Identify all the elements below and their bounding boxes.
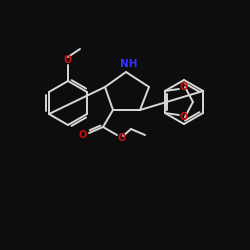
Text: O: O (79, 130, 87, 140)
Text: O: O (180, 82, 188, 92)
Text: NH: NH (120, 59, 138, 69)
Text: O: O (118, 133, 126, 143)
Text: O: O (64, 55, 72, 65)
Text: O: O (180, 112, 188, 122)
